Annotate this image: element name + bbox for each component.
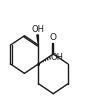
Text: O: O	[50, 33, 57, 42]
Text: OH: OH	[31, 25, 44, 35]
Polygon shape	[37, 35, 38, 45]
Text: OH: OH	[50, 53, 63, 62]
